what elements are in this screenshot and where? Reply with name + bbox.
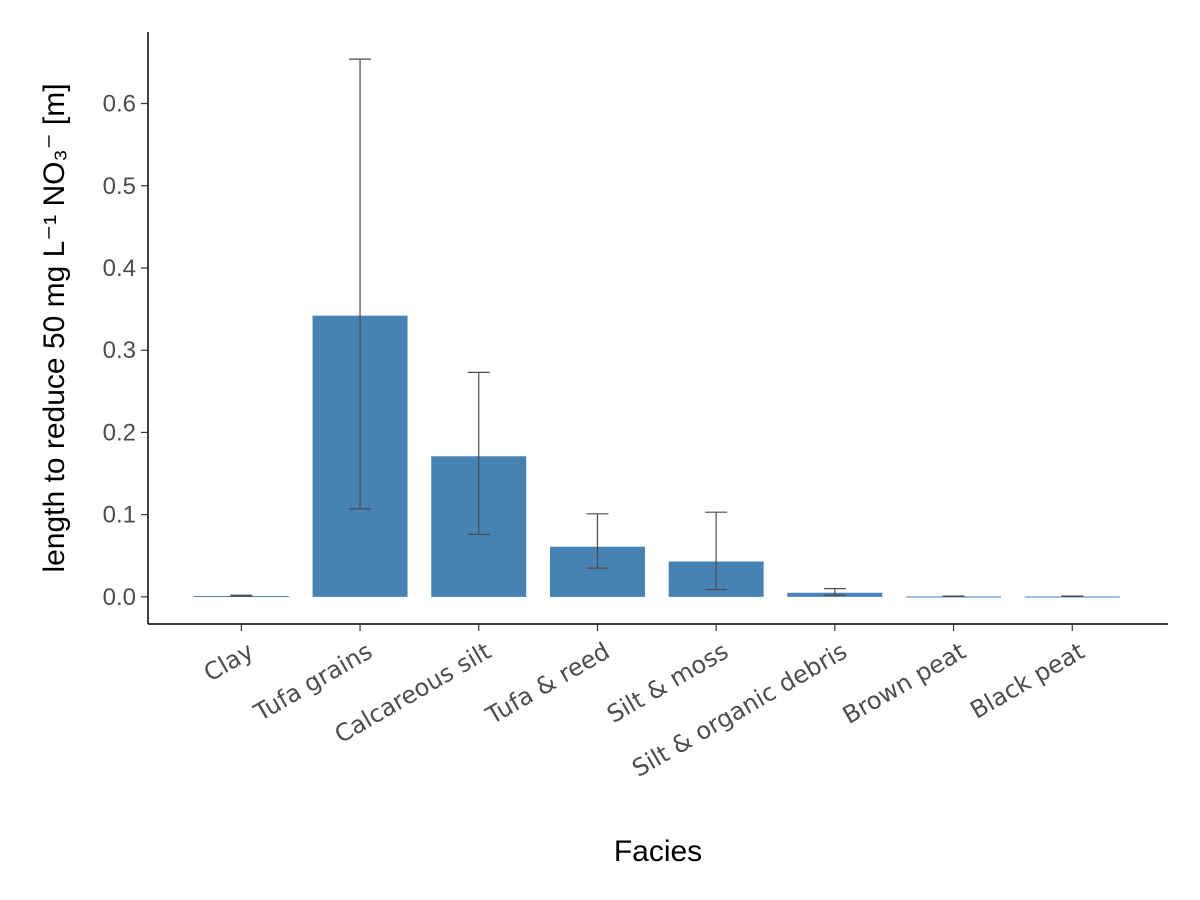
x-tick-label: Silt & organic debris [627,637,851,783]
y-tick-label: 0.3 [103,337,136,364]
error-bar [823,588,846,596]
error-bars-layer [230,58,1084,598]
error-bar [349,58,372,510]
error-bar [586,513,609,569]
x-tick-label: Black peat [966,637,1090,725]
x-tick-label: Clay [199,637,258,687]
x-axis-title: Facies [614,835,702,868]
y-axis-ticks: 0.0 0.1 0.2 0.3 0.4 0.5 0.6 [103,91,148,611]
error-bar [230,594,253,597]
y-tick-label: 0.1 [103,502,136,529]
y-tick-label: 0.2 [103,419,136,446]
y-tick-label: 0.5 [103,173,136,200]
bars-layer [193,315,1120,598]
y-axis-title: length to reduce 50 mg L⁻¹ NO₃⁻ [m] [38,83,71,572]
x-tick-label: Tufa & reed [481,637,615,730]
x-tick-label: Brown peat [838,637,971,730]
error-bar [705,511,728,591]
y-tick-label: 0.0 [103,584,136,611]
error-bar [467,371,490,535]
y-tick-label: 0.6 [103,91,136,118]
y-tick-label: 0.4 [103,255,136,282]
